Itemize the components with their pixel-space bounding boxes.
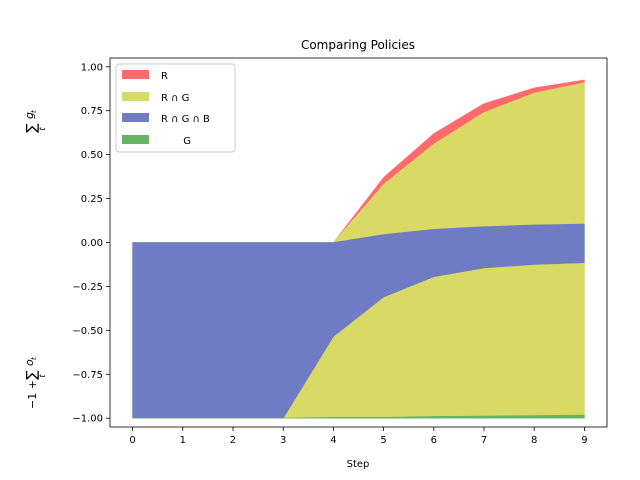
legend: R R ∩ G R ∩ G ∩ B G <box>115 63 236 153</box>
y-tick-label: 0.25 <box>81 194 103 205</box>
y-axis-label-bottom: −1 + ∑ t o t <box>23 357 47 409</box>
y-tick-label: 0.00 <box>81 238 103 249</box>
legend-label-r-and-g: R ∩ G <box>161 93 189 104</box>
x-tick-label: 8 <box>531 435 537 446</box>
area-g-4 <box>132 414 585 419</box>
legend-label-r: R <box>161 71 168 82</box>
legend-swatch-r-and-g-and-b <box>122 113 149 122</box>
x-tick-label: 3 <box>280 435 286 446</box>
y-axis-ticks: 1.00 0.75 0.50 0.25 0.00 −0.25 −0.50 −0.75 −1.00 <box>72 62 110 425</box>
y-label-top-sum: ∑ <box>24 123 40 133</box>
y-label-top-symbol-sub: t <box>30 110 38 113</box>
legend-swatch-r-and-g <box>122 92 149 101</box>
x-tick-label: 5 <box>380 435 386 446</box>
y-label-bottom-symbol: o <box>23 359 36 366</box>
x-axis-ticks: 0 1 2 3 4 5 6 7 8 9 <box>129 427 588 446</box>
y-tick-label: 0.50 <box>81 150 103 161</box>
areas-layer <box>132 79 585 419</box>
y-label-bottom-symbol-sub: t <box>30 357 38 360</box>
legend-label-r-and-g-and-b: R ∩ G ∩ B <box>161 114 210 125</box>
y-tick-label: 0.75 <box>81 106 103 117</box>
x-tick-label: 1 <box>180 435 186 446</box>
y-axis-label-top: ∑ t g t <box>23 110 47 133</box>
y-label-top-sum-sub: t <box>38 127 47 131</box>
legend-swatch-r <box>122 70 149 79</box>
chart-title: Comparing Policies <box>301 38 415 52</box>
y-tick-label: −0.25 <box>72 282 103 293</box>
x-axis-label: Step <box>347 459 370 470</box>
x-tick-label: 7 <box>481 435 487 446</box>
y-tick-label: −0.50 <box>72 326 103 337</box>
x-tick-label: 9 <box>581 435 587 446</box>
y-tick-label: −0.75 <box>72 370 103 381</box>
x-tick-label: 2 <box>230 435 236 446</box>
y-label-bottom-sum-sub: t <box>38 374 47 378</box>
x-tick-label: 0 <box>129 435 135 446</box>
y-tick-label: 1.00 <box>81 62 103 73</box>
y-label-bottom-sum: ∑ <box>24 370 40 380</box>
x-tick-label: 6 <box>431 435 437 446</box>
y-label-bottom-prefix: −1 + <box>26 380 39 409</box>
legend-label-g: G <box>161 136 191 147</box>
y-label-top-symbol: g <box>23 112 36 119</box>
legend-swatch-g <box>122 135 149 144</box>
legend-box <box>115 63 236 153</box>
x-tick-label: 4 <box>330 435 336 446</box>
y-tick-label: −1.00 <box>72 414 103 425</box>
